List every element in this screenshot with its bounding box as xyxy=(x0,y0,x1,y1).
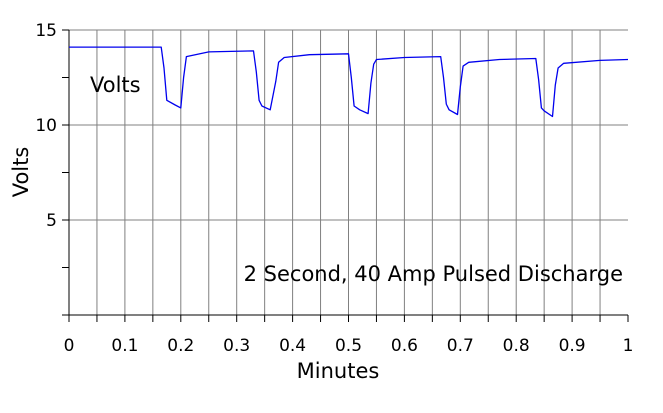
y-axis-title: Volts xyxy=(9,147,33,198)
gridlines xyxy=(69,29,628,315)
y-tick-label: 15 xyxy=(35,21,57,41)
series xyxy=(69,46,629,118)
x-tick-label: 0.6 xyxy=(391,336,418,356)
y-tick-label: 5 xyxy=(46,211,57,231)
x-tick-label: 1 xyxy=(623,336,634,356)
x-tick-label: 0.8 xyxy=(503,336,530,356)
x-tick-label: 0.7 xyxy=(447,336,474,356)
series-line-volts xyxy=(69,46,629,118)
x-tick-label: 0.5 xyxy=(335,336,362,356)
y-tick-label: 10 xyxy=(35,116,57,136)
chart-annotation: 2 Second, 40 Amp Pulsed Discharge xyxy=(244,262,623,286)
x-tick-label: 0.1 xyxy=(111,336,138,356)
series-label: Volts xyxy=(90,73,141,97)
x-tick-label: 0.3 xyxy=(223,336,250,356)
x-axis-title: Minutes xyxy=(297,359,380,383)
axes: 5 10 15 0 0.1 0.2 0.3 0.4 0.5 0.6 0.7 0.8 0.9 1 xyxy=(35,21,633,356)
x-tick-label: 0.4 xyxy=(279,336,306,356)
x-tick-label: 0.9 xyxy=(559,336,586,356)
x-tick-label: 0 xyxy=(64,336,75,356)
x-tick-label: 0.2 xyxy=(167,336,194,356)
labels: Volts 2 Second, 40 Amp Pulsed Discharge … xyxy=(9,73,623,383)
